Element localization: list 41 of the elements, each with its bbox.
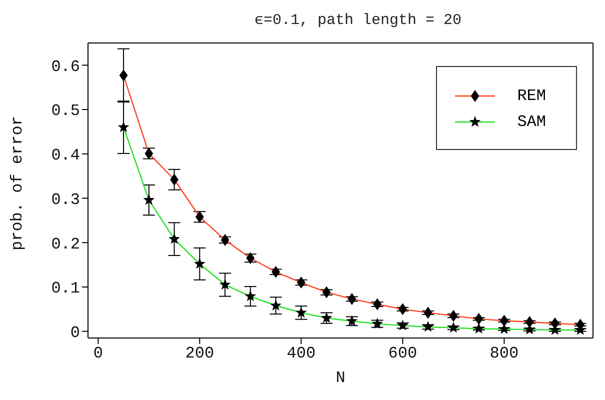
x-axis-title: N xyxy=(336,369,346,387)
point xyxy=(246,252,255,264)
x-tick-label: 200 xyxy=(185,344,214,362)
point xyxy=(119,69,128,82)
point xyxy=(143,194,155,205)
point xyxy=(396,320,408,330)
point xyxy=(398,303,407,316)
x-tick-label: 400 xyxy=(286,344,316,362)
legend-label: REM xyxy=(517,87,546,105)
x-tick-label: 0 xyxy=(93,344,103,362)
point xyxy=(348,292,356,305)
point xyxy=(474,312,484,325)
x-tick-label: 600 xyxy=(388,344,418,362)
y-tick-label: 0.6 xyxy=(51,58,80,76)
point xyxy=(448,322,460,333)
x-tick-label: 800 xyxy=(490,344,519,362)
point xyxy=(195,210,204,223)
point xyxy=(168,233,180,244)
chart-title: ϵ=0.1, path length = 20 xyxy=(253,12,463,29)
point xyxy=(220,234,230,246)
point xyxy=(473,322,485,334)
point xyxy=(219,278,231,290)
point xyxy=(194,258,206,269)
point xyxy=(500,314,508,327)
y-tick-label: 0.2 xyxy=(51,235,80,254)
point xyxy=(144,147,154,160)
point xyxy=(244,290,256,302)
point xyxy=(322,286,331,298)
y-tick-label: 0.3 xyxy=(51,190,80,209)
point xyxy=(424,306,432,319)
point xyxy=(449,310,458,322)
y-tick-label: 0.5 xyxy=(51,102,80,120)
point xyxy=(270,300,282,310)
point xyxy=(422,320,434,332)
y-axis-title: prob. of error xyxy=(8,116,27,250)
point xyxy=(118,121,130,132)
y-tick-label: 0 xyxy=(70,324,80,342)
legend-label: SAM xyxy=(517,113,546,131)
y-tick-label: 0.1 xyxy=(51,280,80,298)
point xyxy=(296,276,306,289)
y-tick-label: 0.4 xyxy=(51,146,80,165)
